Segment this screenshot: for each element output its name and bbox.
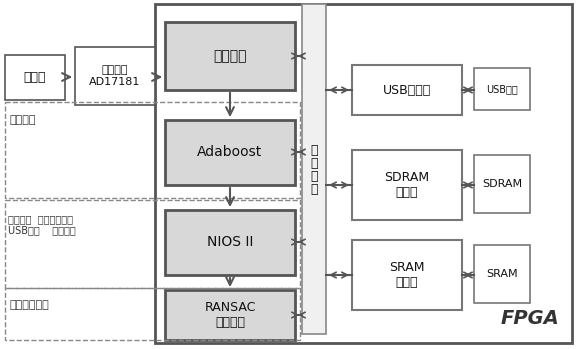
Text: USB接口: USB接口 [486, 84, 518, 94]
Bar [5, 288, 300, 340]
Text: SRAM
控制器: SRAM 控制器 [389, 261, 425, 289]
Bar [474, 68, 530, 110]
Bar [474, 155, 530, 213]
Text: 系: 系 [310, 144, 318, 157]
Text: SRAM: SRAM [486, 269, 518, 279]
Bar [352, 240, 462, 310]
Text: 摄像头: 摄像头 [24, 71, 46, 84]
Bar [165, 22, 295, 90]
Bar [165, 120, 295, 185]
Text: 统: 统 [310, 157, 318, 170]
Text: FPGA: FPGA [501, 309, 559, 327]
Text: SDRAM
控制器: SDRAM 控制器 [385, 171, 430, 199]
Bar [5, 55, 65, 100]
Bar [302, 4, 326, 334]
Text: NIOS II: NIOS II [207, 236, 253, 250]
Text: 人眼检测: 人眼检测 [10, 115, 37, 125]
Bar [474, 245, 530, 303]
Bar [5, 102, 300, 198]
Text: 视频捕获: 视频捕获 [213, 49, 246, 63]
Text: 任务调度  瞳孔边缘检测
USB协议    亮斑检测: 任务调度 瞳孔边缘检测 USB协议 亮斑检测 [8, 214, 76, 236]
Text: 总: 总 [310, 170, 318, 183]
Bar [165, 290, 295, 340]
Bar [155, 4, 572, 343]
Bar [165, 210, 295, 275]
Bar [352, 150, 462, 220]
Text: 瞳孔椭圆拟合: 瞳孔椭圆拟合 [10, 300, 50, 310]
Text: SDRAM: SDRAM [482, 179, 522, 189]
Bar [352, 65, 462, 115]
Text: 线: 线 [310, 183, 318, 196]
Text: USB控制器: USB控制器 [383, 83, 431, 97]
Bar [5, 200, 300, 288]
Text: RANSAC
椭圆拟合: RANSAC 椭圆拟合 [204, 301, 256, 329]
Text: 解码芯片
AD17181: 解码芯片 AD17181 [89, 65, 141, 87]
Bar [75, 47, 155, 105]
Text: Adaboost: Adaboost [197, 146, 263, 159]
